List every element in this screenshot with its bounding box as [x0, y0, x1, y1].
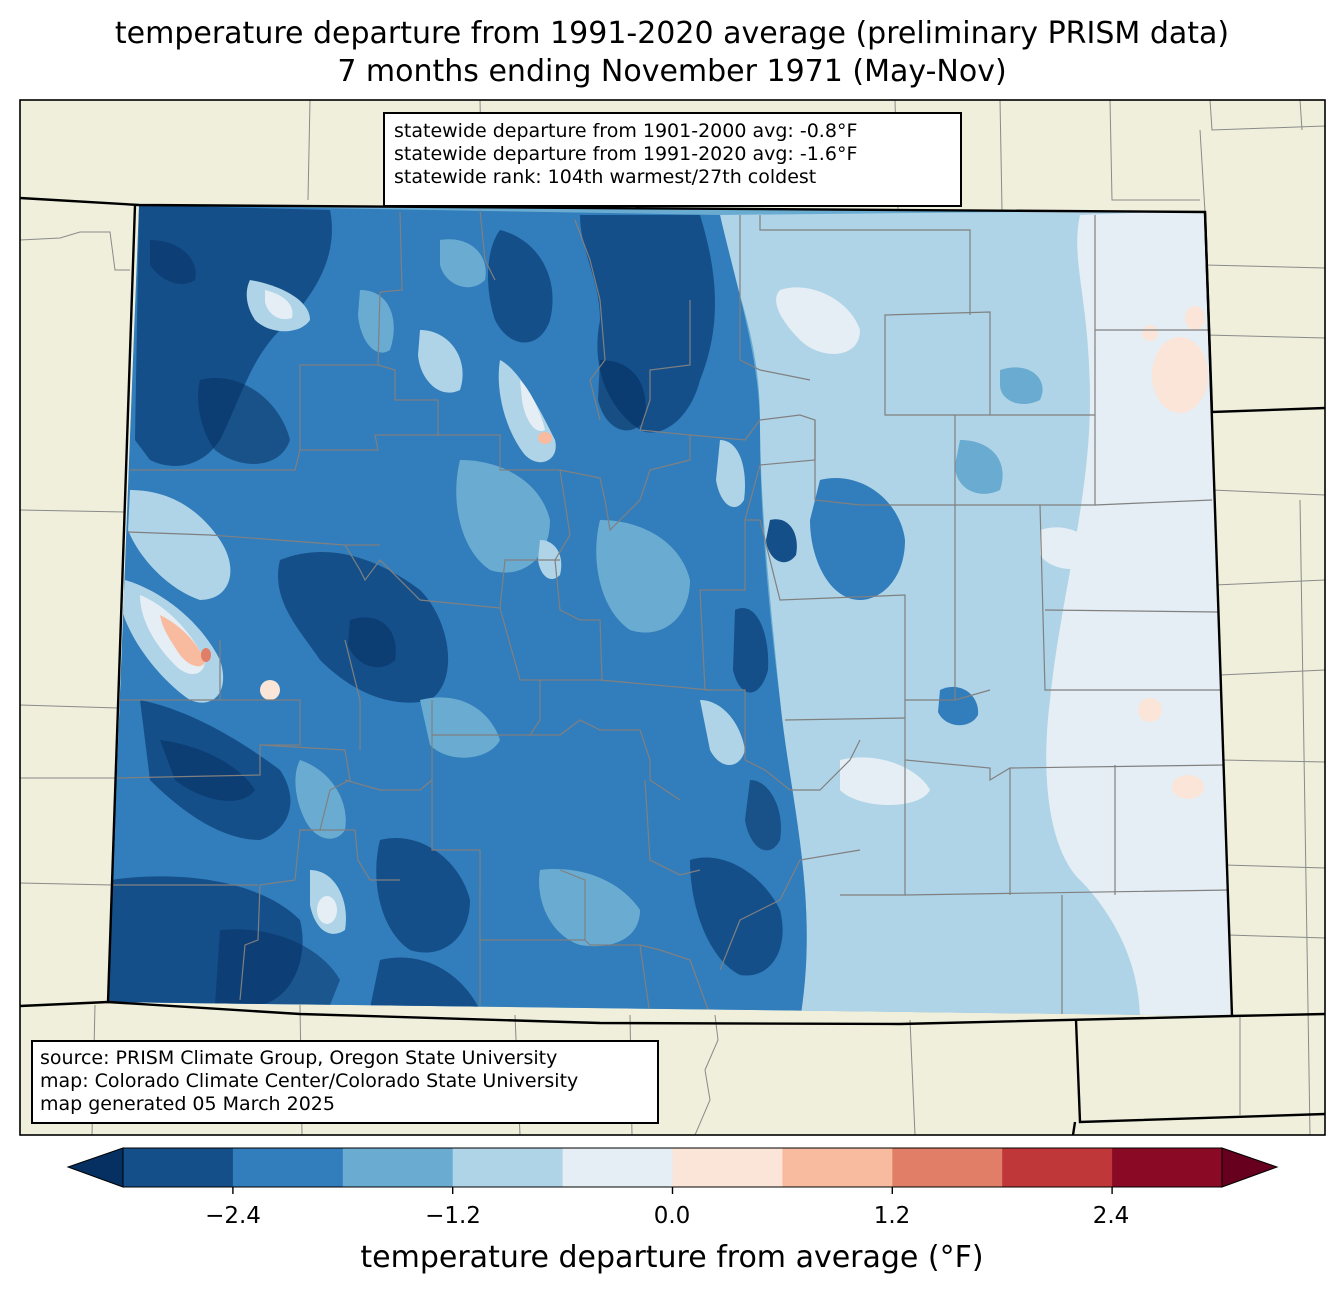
colorbar-segment	[232, 1148, 344, 1187]
colorbar-under-arrow	[66, 1147, 124, 1188]
colorbar-over-arrow	[1221, 1147, 1279, 1188]
credits-source: source: PRISM Climate Group, Oregon Stat…	[40, 1047, 558, 1069]
colorbar-tick-label: −1.2	[425, 1203, 481, 1229]
colorbar-tick-label: 0.0	[653, 1203, 691, 1229]
statewide-stats-box: statewide departure from 1901-2000 avg: …	[383, 112, 962, 207]
colorbar-segment	[1112, 1148, 1223, 1187]
temperature-departure-field	[108, 205, 1232, 1016]
colorbar	[66, 1147, 1279, 1194]
colorbar-segment	[892, 1148, 1003, 1187]
colorbar-tick-label: −2.4	[205, 1203, 261, 1229]
map-title-line-2: 7 months ending November 1971 (May-Nov)	[337, 54, 1007, 89]
colorbar-segment	[562, 1148, 673, 1187]
stats-line-1901-2000: statewide departure from 1901-2000 avg: …	[394, 120, 858, 142]
colorbar-segment	[1002, 1148, 1113, 1187]
colorbar-segment	[342, 1148, 454, 1187]
colorbar-label: temperature departure from average (°F)	[360, 1240, 984, 1275]
colorbar-segment	[452, 1148, 564, 1187]
map-title-line-1: temperature departure from 1991-2020 ave…	[114, 16, 1230, 51]
credits-box: source: PRISM Climate Group, Oregon Stat…	[31, 1040, 659, 1124]
credits-map: map: Colorado Climate Center/Colorado St…	[40, 1070, 579, 1092]
colorbar-tick-label: 2.4	[1092, 1203, 1130, 1229]
stats-line-rank: statewide rank: 104th warmest/27th colde…	[394, 166, 817, 188]
colorbar-tick-label: 1.2	[873, 1203, 911, 1229]
colorbar-segment	[123, 1148, 234, 1187]
colorbar-segment	[782, 1148, 893, 1187]
credits-generated: map generated 05 March 2025	[40, 1093, 335, 1115]
colorbar-segment	[672, 1148, 783, 1187]
state-borders	[20, 196, 1325, 1135]
colorado-county-lines	[112, 209, 1231, 1016]
stats-line-1991-2020: statewide departure from 1991-2020 avg: …	[394, 143, 858, 165]
